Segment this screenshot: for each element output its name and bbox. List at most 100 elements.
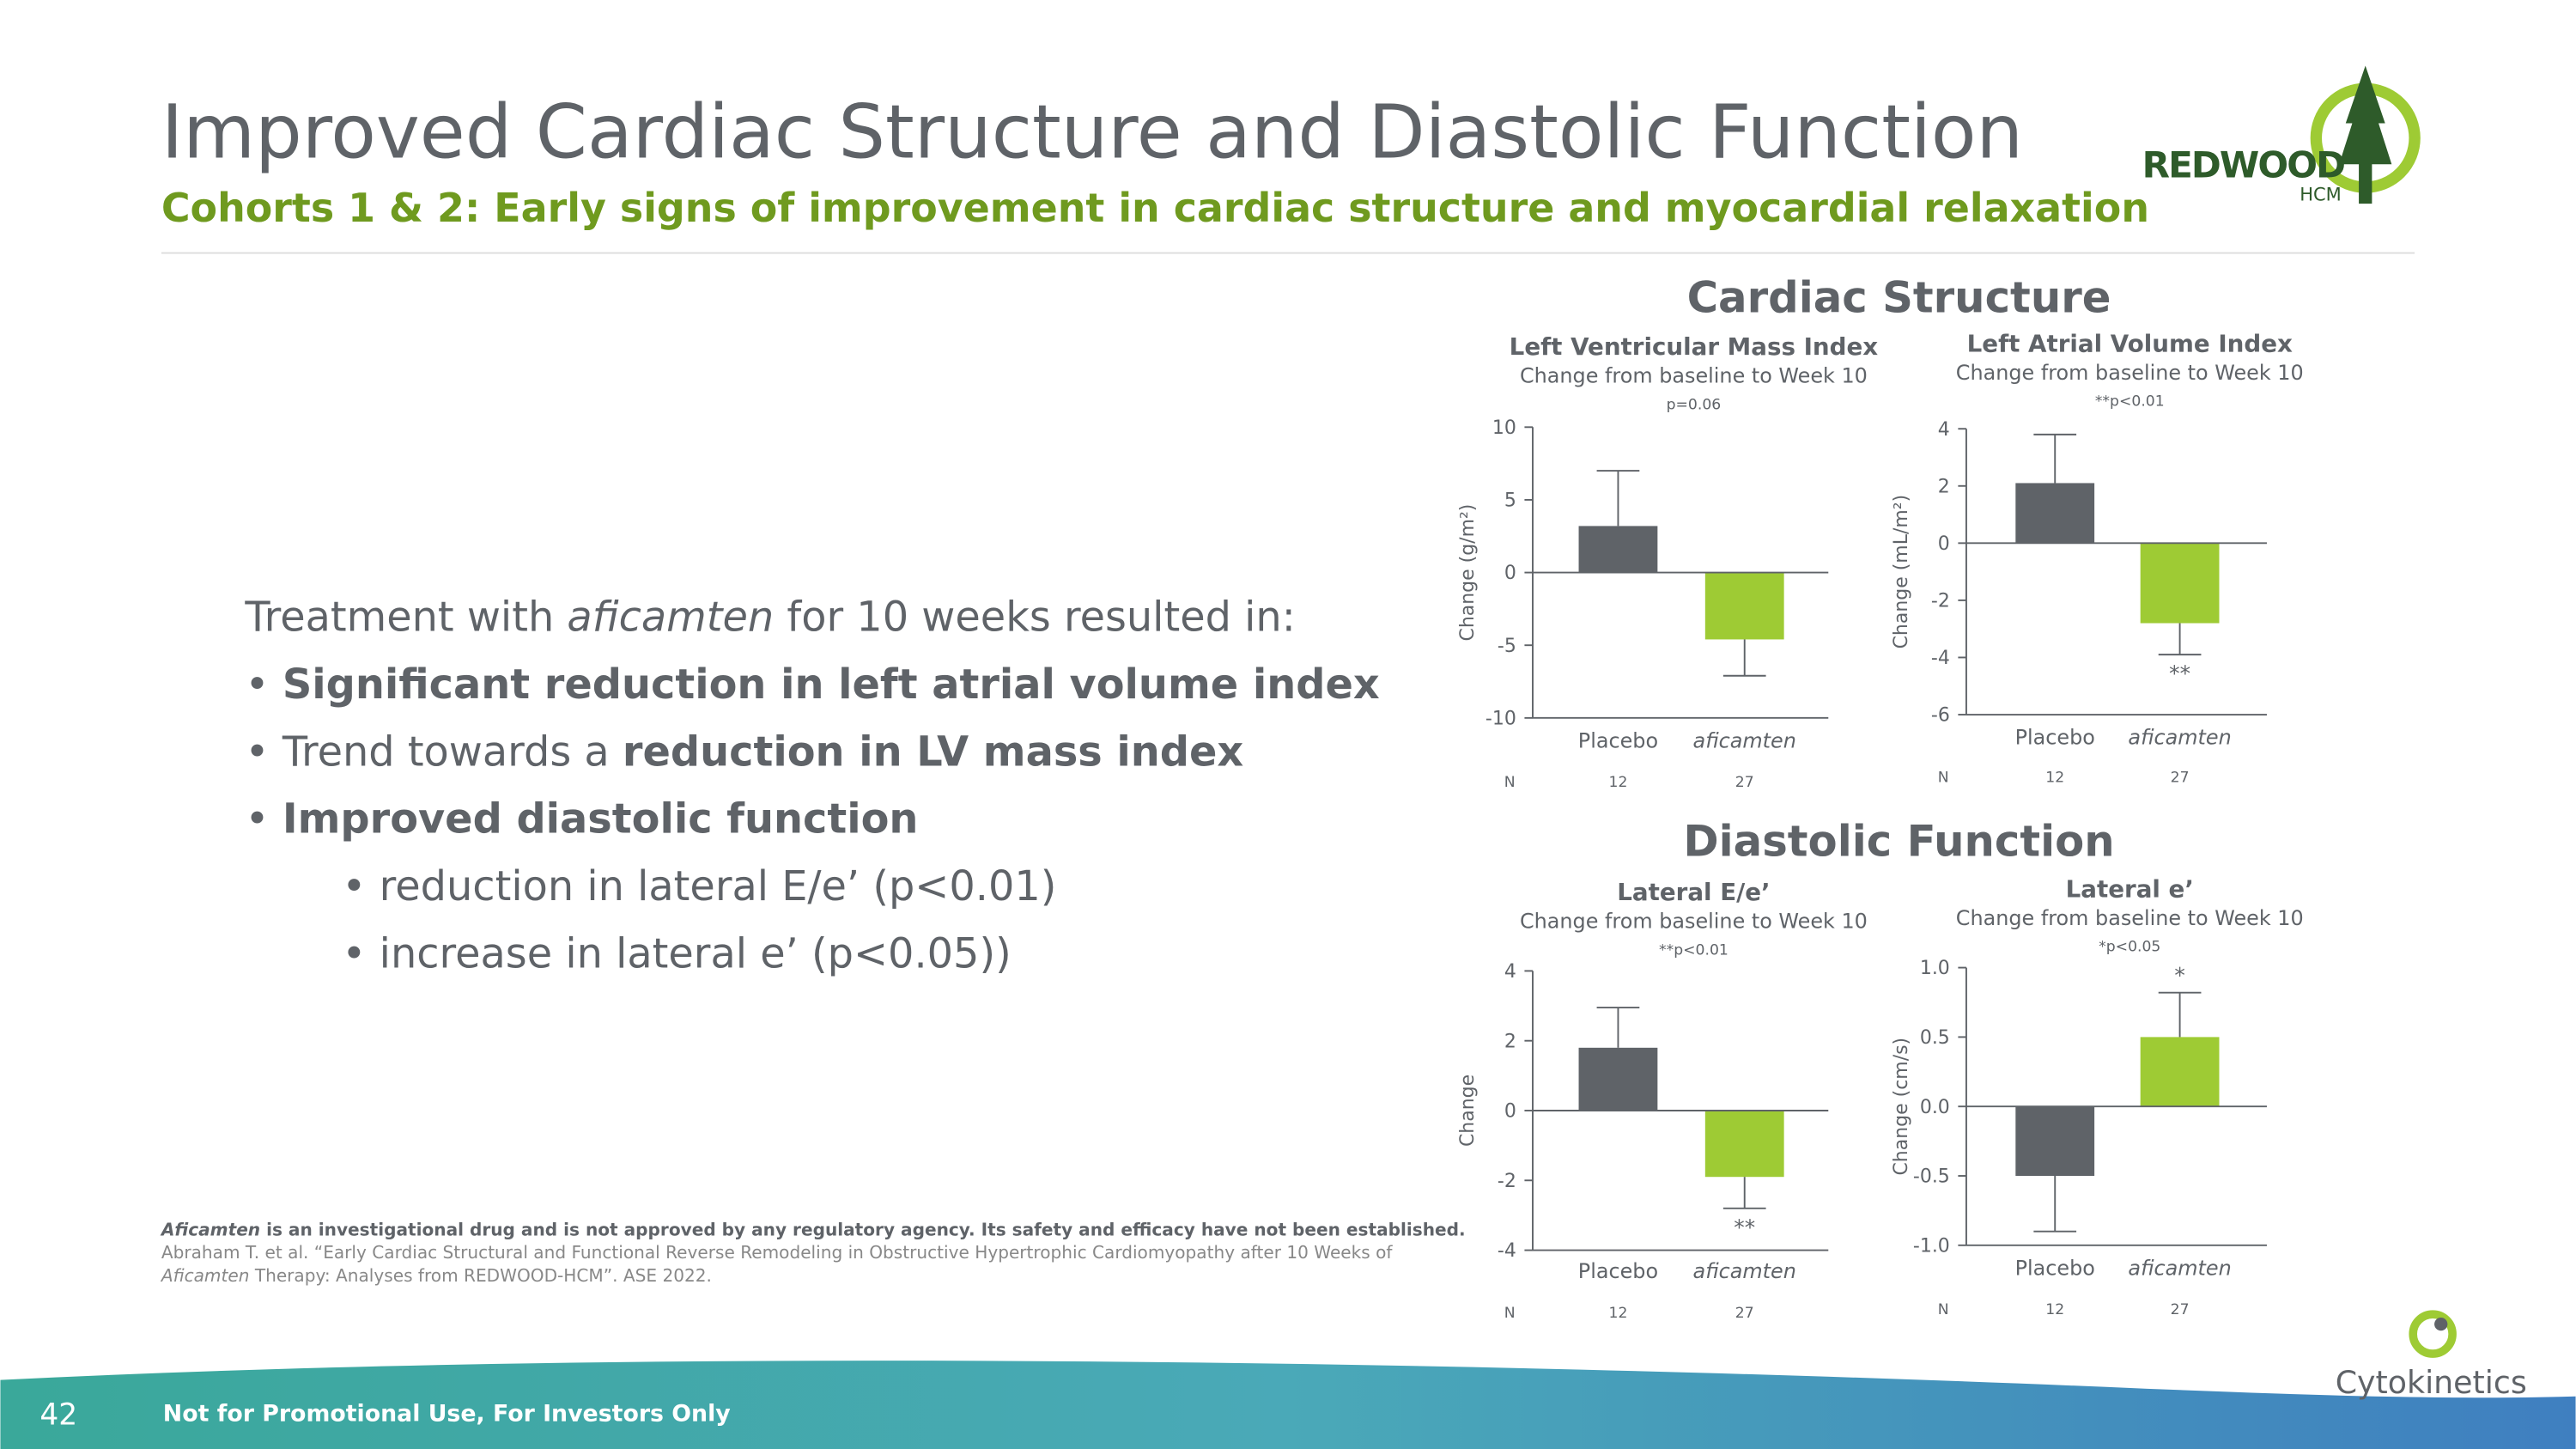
bullet: • Trend towards a reduction in LV mass i…: [245, 728, 1243, 776]
t: Therapy: Analyses from REDWOOD-HCM”. ASE…: [249, 1265, 711, 1286]
bar: [1578, 1047, 1658, 1111]
sub-bullet: • reduction in lateral E/e’ (p<0.01): [342, 863, 1056, 910]
bar: [2015, 483, 2095, 544]
chart-subtitle: Change from baseline to Week 10: [1520, 910, 1868, 934]
annotation: **p<0.01: [2095, 393, 2165, 410]
x-tick-label: Placebo: [1578, 1259, 1658, 1283]
body: Treatment with aficamten for 10 weeks re…: [244, 594, 1379, 977]
page-number: 42: [39, 1397, 77, 1432]
y-tick-label: 1.0: [1920, 958, 1950, 979]
footnote-line: Abraham T. et al. “Early Cardiac Structu…: [161, 1242, 1394, 1263]
t: Aficamten: [160, 1219, 260, 1239]
chart-title: Lateral e’: [2066, 874, 2194, 903]
n-label: N: [1938, 769, 1949, 786]
x-tick-label: aficamten: [1693, 728, 1796, 752]
t: Trend towards a: [282, 728, 623, 776]
y-tick-label: 5: [1504, 490, 1516, 512]
t: Aficamten: [160, 1265, 250, 1286]
y-tick-label: -5: [1498, 636, 1516, 657]
section-heading: Cardiac Structure: [1687, 272, 2111, 322]
y-tick-label: 4: [1938, 419, 1950, 441]
annotation: **p<0.01: [1659, 941, 1728, 959]
y-tick-label: -2: [1931, 591, 1950, 612]
logo-sub: HCM: [2300, 183, 2342, 204]
significance: *: [2174, 963, 2184, 988]
t: aficamten: [567, 594, 774, 641]
chart-subtitle: Change from baseline to Week 10: [1956, 361, 2304, 385]
chart-title: Left Ventricular Mass Index: [1510, 332, 1879, 361]
t: reduction in LV mass index: [623, 728, 1243, 776]
y-tick-label: -4: [1498, 1240, 1516, 1262]
t: Treatment with: [244, 594, 567, 641]
chart-title: Lateral E/e’: [1617, 878, 1770, 906]
redwood-logo: REDWOOD HCM: [2142, 65, 2421, 204]
y-tick-label: -4: [1931, 648, 1950, 669]
t: reduction in lateral E/e’ (p<0.01): [380, 863, 1057, 910]
t: Significant reduction in left atrial vol…: [283, 661, 1380, 709]
n-value: 12: [2045, 769, 2064, 786]
company: Cytokinetics: [2336, 1364, 2527, 1401]
chart-subtitle: Change from baseline to Week 10: [1520, 364, 1868, 388]
n-value: 27: [2171, 1301, 2190, 1318]
y-tick-label: 0: [1504, 563, 1516, 584]
y-tick-label: 10: [1492, 417, 1516, 439]
n-label: N: [1504, 1305, 1516, 1322]
t: for 10 weeks resulted in:: [774, 594, 1296, 641]
subtitle: Cohorts 1 & 2: Early signs of improvemen…: [161, 185, 2149, 231]
footnote: Aficamten is an investigational drug and…: [160, 1219, 1466, 1286]
bar: [2140, 543, 2220, 624]
intro: Treatment with aficamten for 10 weeks re…: [244, 594, 1295, 641]
x-tick-label: aficamten: [2128, 725, 2231, 749]
significance: **: [2169, 661, 2190, 686]
sub-bullet: • increase in lateral e’ (p<0.05)): [342, 931, 1011, 978]
title: Improved Cardiac Structure and Diastolic…: [161, 90, 2023, 176]
bar: [1578, 526, 1658, 573]
n-value: 27: [1735, 774, 1754, 791]
n-value: 12: [1609, 774, 1628, 791]
n-value: 27: [2171, 769, 2190, 786]
y-tick-label: 2: [1938, 476, 1950, 497]
y-tick-label: 4: [1504, 961, 1516, 983]
n-value: 12: [2045, 1301, 2064, 1318]
x-tick-label: aficamten: [1693, 1259, 1796, 1283]
cytokinetics-logo: Cytokinetics: [2336, 1310, 2527, 1401]
section-heading: Diastolic Function: [1683, 817, 2114, 867]
y-axis-label: Change (cm/s): [1891, 1038, 1912, 1176]
t: is an investigational drug and is not ap…: [260, 1219, 1466, 1239]
x-tick-label: Placebo: [2015, 1256, 2095, 1280]
bullet: • Significant reduction in left atrial v…: [245, 661, 1379, 709]
chart-subtitle: Change from baseline to Week 10: [1956, 906, 2304, 930]
n-label: N: [1938, 1301, 1949, 1318]
annotation: p=0.06: [1667, 396, 1722, 413]
chart-title: Left Atrial Volume Index: [1967, 329, 2293, 357]
y-tick-label: -1.0: [1913, 1235, 1950, 1257]
y-tick-label: 0: [1938, 533, 1950, 555]
bar: [2140, 1037, 2220, 1107]
y-axis-label: Change (g/m²): [1457, 504, 1479, 642]
logo-text: REDWOOD: [2142, 144, 2344, 186]
footer-note: Not for Promotional Use, For Investors O…: [163, 1400, 731, 1427]
x-tick-label: Placebo: [2015, 725, 2095, 749]
significance: **: [1734, 1215, 1755, 1239]
y-axis-label: Change: [1457, 1075, 1479, 1147]
y-tick-label: -6: [1931, 705, 1950, 727]
y-tick-label: -2: [1498, 1171, 1516, 1192]
n-value: 12: [1609, 1305, 1628, 1322]
y-tick-label: 0: [1504, 1101, 1516, 1123]
bullet: • Improved diastolic function: [245, 796, 918, 843]
bar: [1704, 572, 1784, 640]
y-tick-label: -0.5: [1913, 1166, 1950, 1188]
y-tick-label: 0.0: [1920, 1097, 1950, 1118]
t: increase in lateral e’ (p<0.05)): [380, 931, 1012, 978]
bar: [2015, 1106, 2095, 1177]
footnote-line: Aficamten Therapy: Analyses from REDWOOD…: [160, 1265, 712, 1286]
footnote-line: Aficamten is an investigational drug and…: [160, 1219, 1466, 1239]
y-tick-label: -10: [1485, 709, 1516, 730]
t: Improved diastolic function: [283, 796, 919, 843]
footer-band: [0, 1361, 2576, 1449]
x-tick-label: Placebo: [1578, 728, 1658, 752]
n-label: N: [1504, 774, 1516, 791]
y-tick-label: 0.5: [1920, 1027, 1950, 1049]
